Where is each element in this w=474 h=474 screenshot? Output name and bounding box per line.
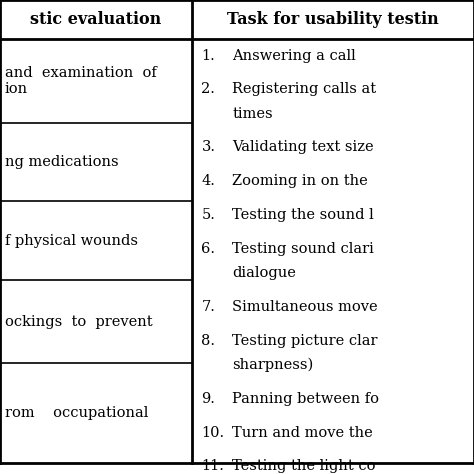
Text: and  examination  of
ion: and examination of ion	[5, 66, 156, 96]
Text: ng medications: ng medications	[5, 155, 118, 169]
Text: Testing sound clari: Testing sound clari	[232, 242, 374, 256]
Text: f physical wounds: f physical wounds	[5, 234, 138, 247]
Text: 4.: 4.	[201, 174, 215, 188]
Text: 6.: 6.	[201, 242, 216, 256]
Text: 5.: 5.	[201, 208, 215, 222]
Text: Testing the sound l: Testing the sound l	[232, 208, 374, 222]
Text: times: times	[232, 107, 273, 121]
Text: Testing the light co: Testing the light co	[232, 459, 376, 473]
Text: stic evaluation: stic evaluation	[30, 11, 162, 28]
Text: 2.: 2.	[201, 82, 215, 96]
Text: Answering a call: Answering a call	[232, 48, 356, 63]
Text: Testing picture clar: Testing picture clar	[232, 334, 378, 347]
Text: 9.: 9.	[201, 392, 215, 406]
Text: Task for usability testin: Task for usability testin	[227, 11, 439, 28]
Text: 11.: 11.	[201, 459, 224, 473]
Text: rom    occupational: rom occupational	[5, 406, 148, 420]
Text: Validating text size: Validating text size	[232, 140, 374, 155]
Text: Zooming in on the: Zooming in on the	[232, 174, 368, 188]
Text: 3.: 3.	[201, 140, 216, 155]
Text: 1.: 1.	[201, 48, 215, 63]
Text: Simultaneous move: Simultaneous move	[232, 300, 378, 314]
Text: 10.: 10.	[201, 426, 225, 439]
Text: Registering calls at: Registering calls at	[232, 82, 376, 96]
Text: 8.: 8.	[201, 334, 216, 347]
Text: dialogue: dialogue	[232, 266, 296, 280]
Text: ockings  to  prevent: ockings to prevent	[5, 315, 152, 328]
Text: sharpness): sharpness)	[232, 358, 313, 373]
Text: 7.: 7.	[201, 300, 215, 314]
Text: Turn and move the: Turn and move the	[232, 426, 373, 439]
Text: Panning between fo: Panning between fo	[232, 392, 379, 406]
